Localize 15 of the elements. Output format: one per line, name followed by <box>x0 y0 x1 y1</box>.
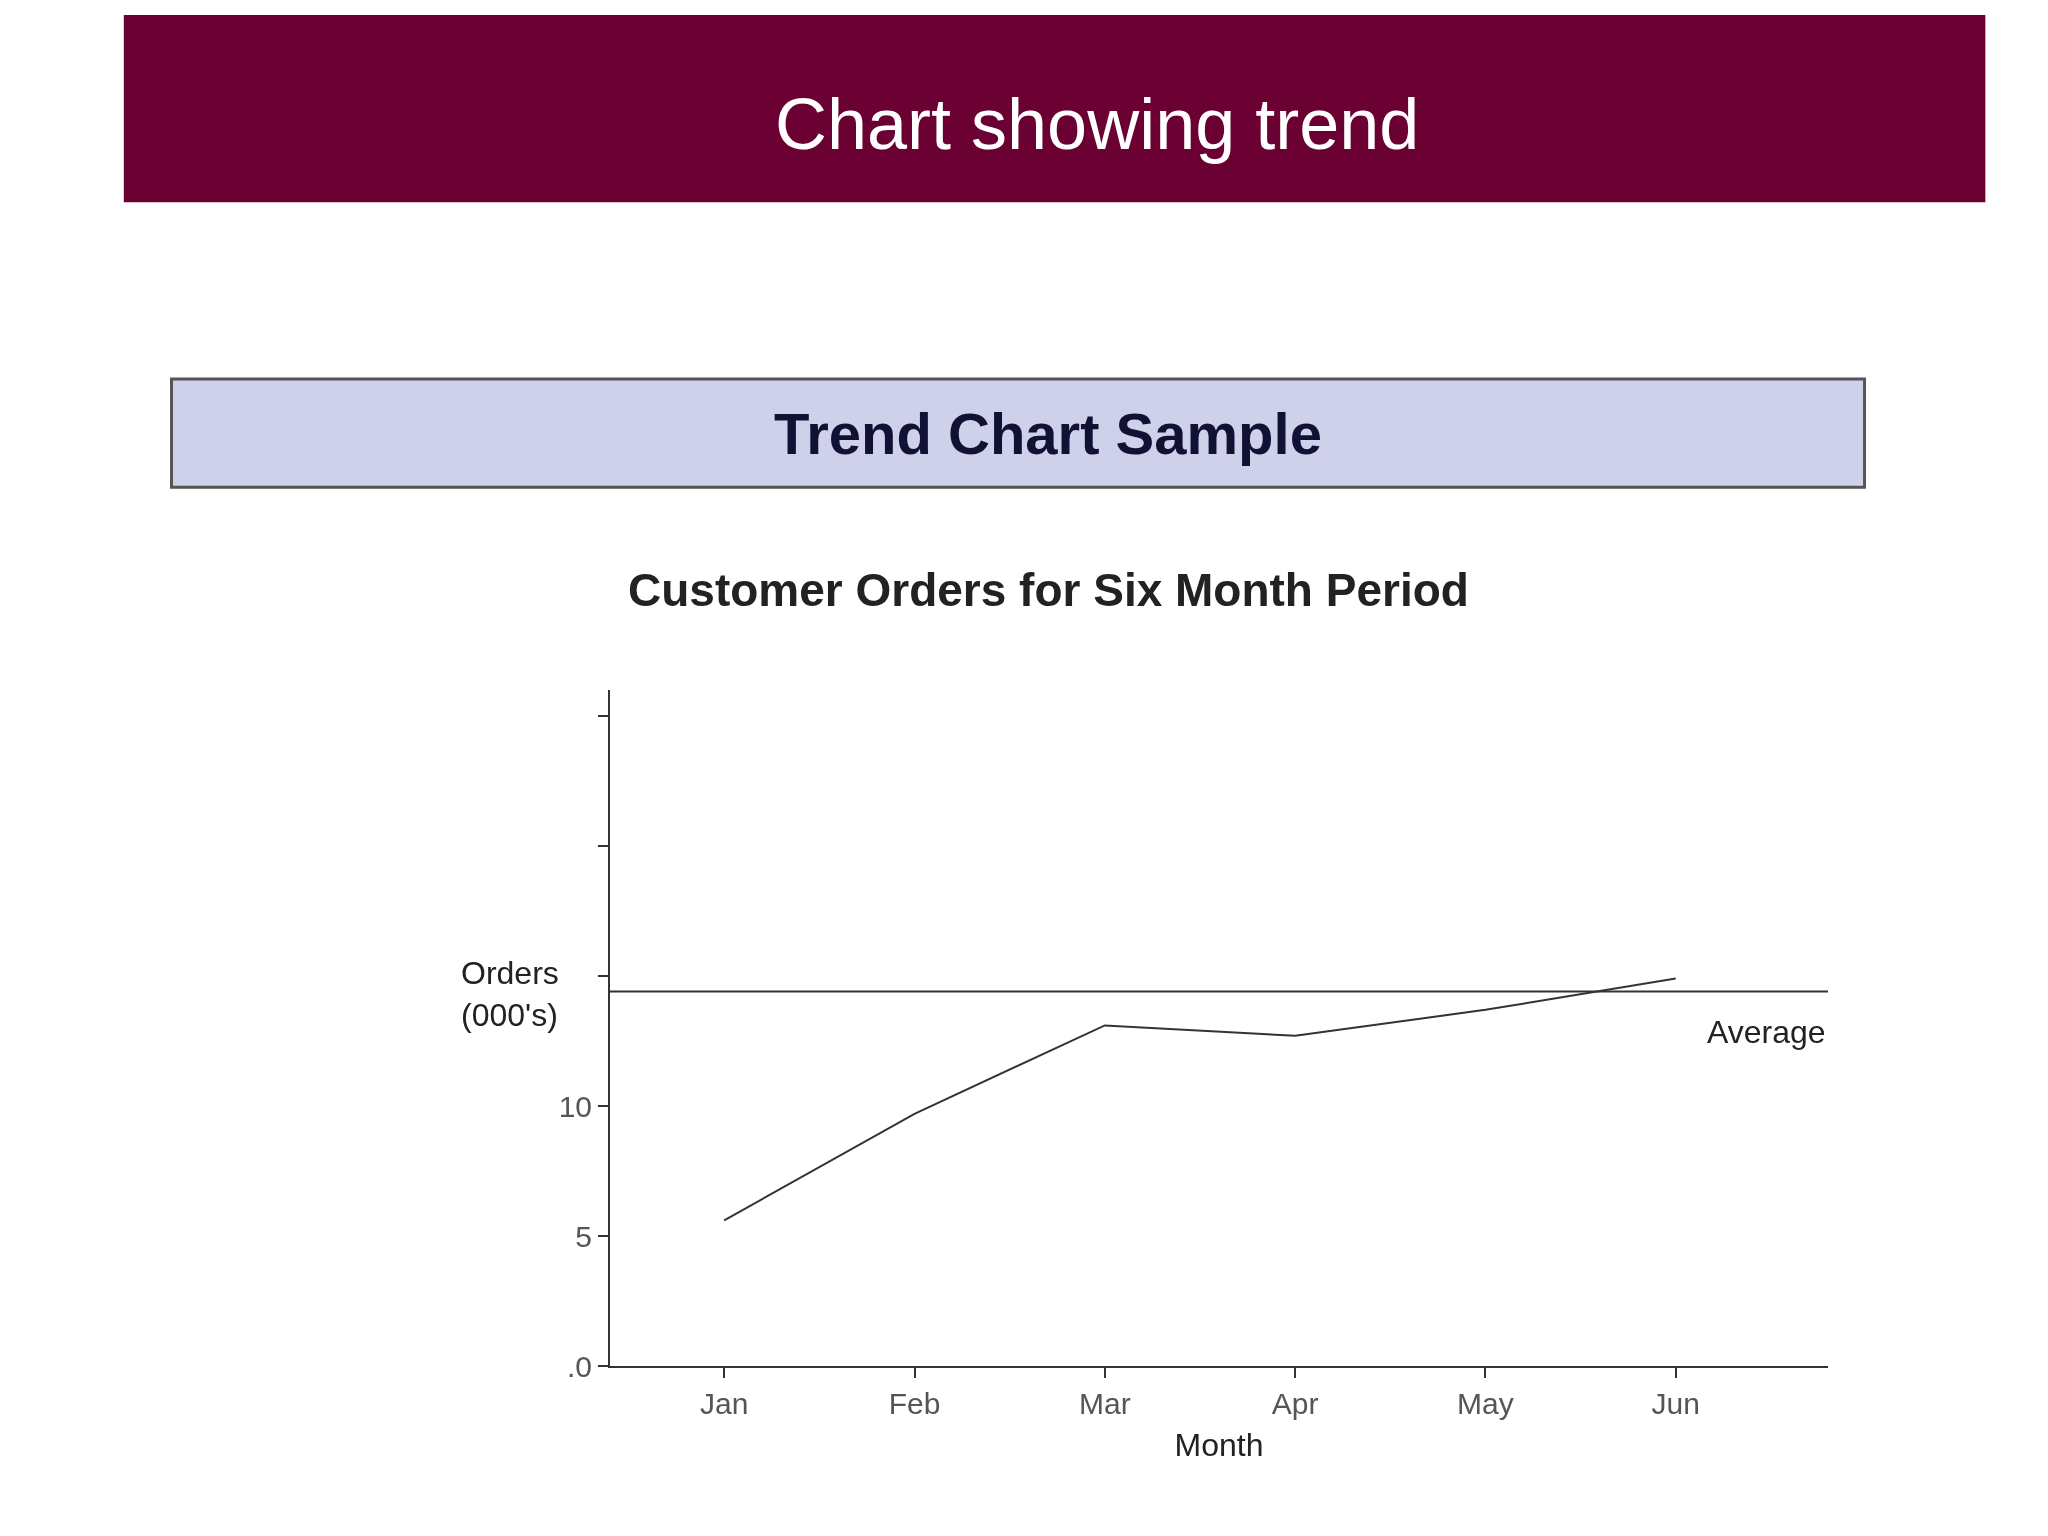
y-axis-title: Orders (000's) <box>461 955 559 1033</box>
y-tick-label: 10 <box>558 1089 592 1123</box>
x-tick-label: Mar <box>1078 1387 1131 1420</box>
chart-subtitle: Customer Orders for Six Month Period <box>628 564 1469 616</box>
x-axis-title: Month <box>1174 1427 1264 1464</box>
y-tick-label: 5 <box>575 1219 592 1253</box>
text: Chart showing trend <box>775 84 1420 164</box>
y-tick-label: .0 <box>566 1349 592 1383</box>
ref-line-label: Average <box>1707 1014 1826 1050</box>
x-tick-label: Jan <box>700 1387 749 1420</box>
x-tick-label: Feb <box>888 1387 941 1420</box>
chart-title: Trend Chart Sample <box>774 401 1322 466</box>
x-tick-label: May <box>1457 1387 1514 1420</box>
x-tick-label: Jun <box>1651 1387 1700 1420</box>
x-tick-label: Apr <box>1271 1387 1319 1420</box>
